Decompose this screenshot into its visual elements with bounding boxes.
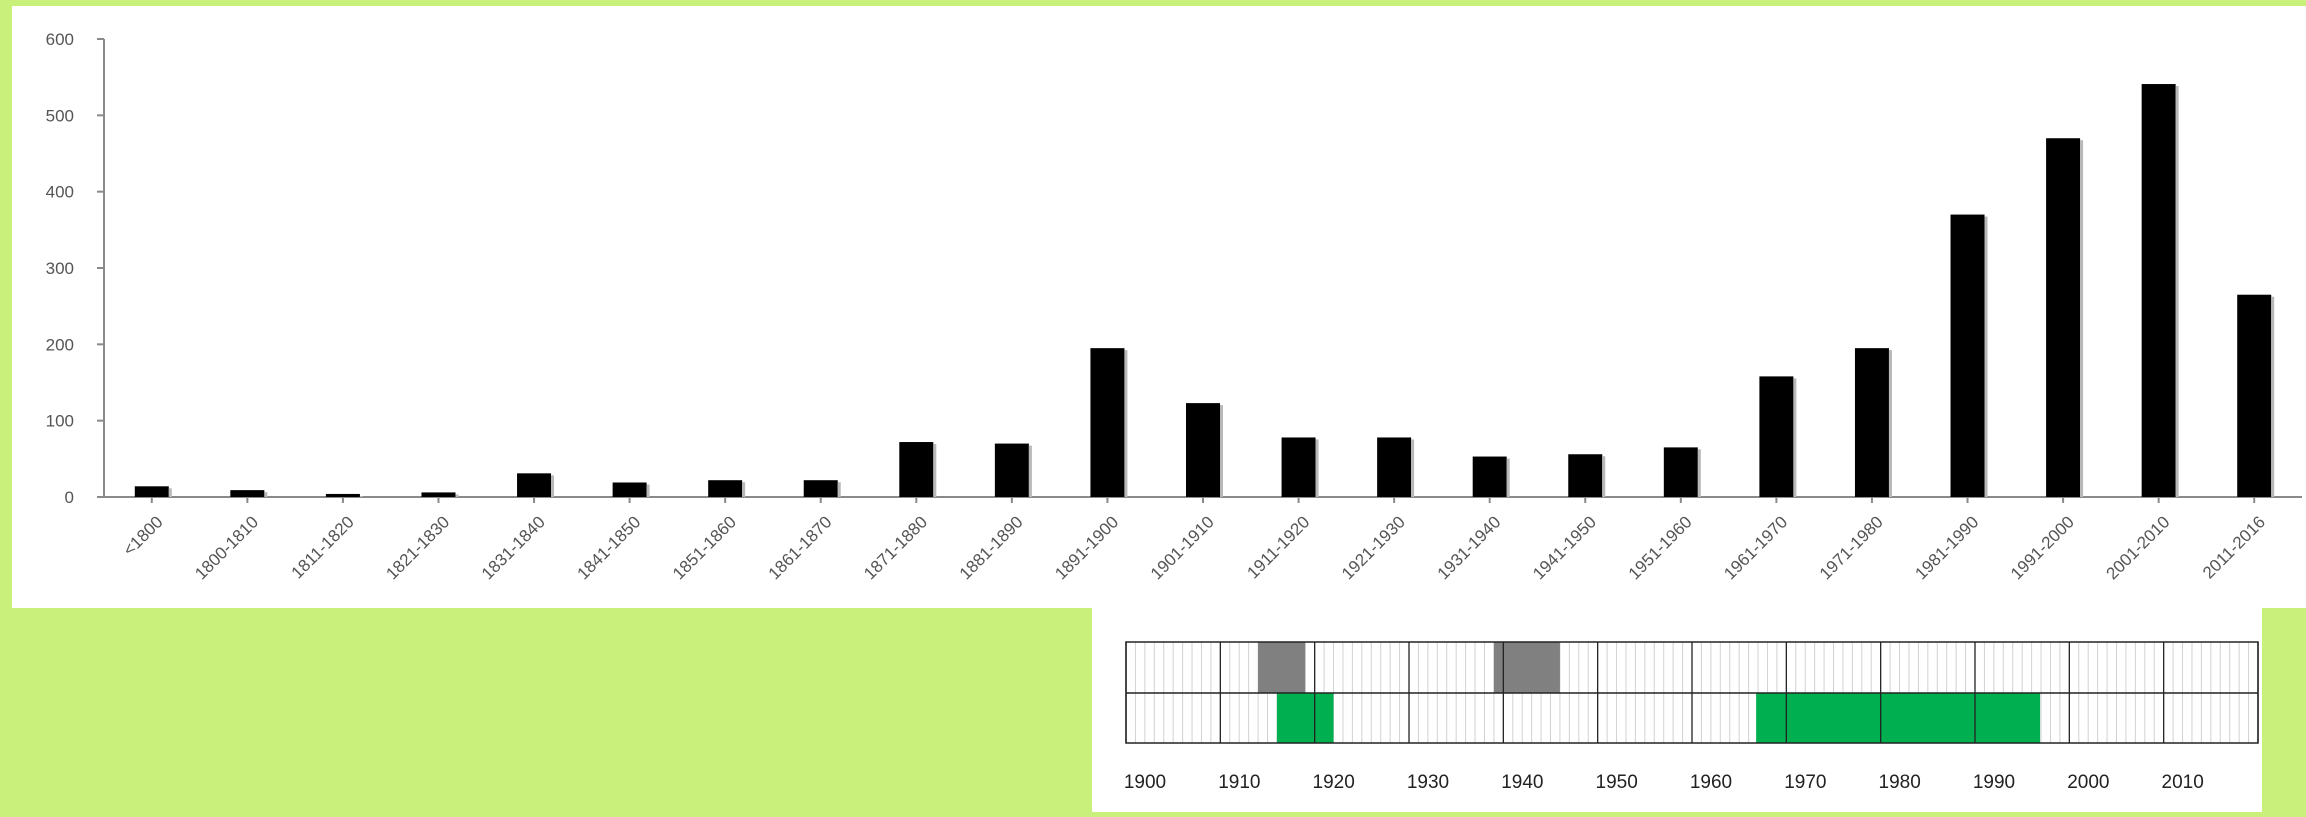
bar [1663, 447, 1698, 497]
x-tick-label: 2001-2010 [2103, 512, 2174, 583]
y-tick-label: 500 [46, 106, 74, 125]
x-tick-label: 1861-1870 [765, 512, 836, 583]
bar [1281, 437, 1316, 497]
y-tick-label: 600 [46, 30, 74, 49]
x-tick-label: 1961-1970 [1720, 512, 1791, 583]
x-tick-label: 1831-1840 [478, 512, 549, 583]
y-tick-label: 200 [46, 335, 74, 354]
x-tick-label: 2011-2016 [2199, 512, 2269, 582]
bar-shadow [1793, 378, 1797, 497]
timeline-tick-label: 1970 [1784, 772, 1826, 793]
x-tick-label: 1991-2000 [2007, 512, 2078, 583]
timeline-span [1276, 693, 1334, 743]
x-tick-label: 1931-1940 [1434, 512, 1505, 583]
bar-shadow [2080, 140, 2084, 497]
x-tick-label: 1971-1980 [1816, 512, 1887, 583]
x-tick-label: 1921-1930 [1338, 512, 1409, 583]
x-tick-label: 1951-1960 [1625, 512, 1696, 583]
bar [1568, 454, 1603, 497]
timeline-tick-label: 1980 [1879, 772, 1921, 793]
bar [230, 490, 265, 497]
bar [2141, 84, 2176, 497]
x-tick-label: 1941-1950 [1529, 512, 1600, 583]
bar [612, 482, 647, 497]
timeline-panel: 1900 1910 1920 1930 1940 1950 1960 1970 1980 1990… [1092, 608, 2262, 812]
bar-shadow [1984, 216, 1988, 498]
timeline-span [1756, 693, 2041, 743]
bar [2046, 138, 2081, 497]
bar [1377, 437, 1412, 497]
bar-shadow [1888, 350, 1892, 497]
bar-shadow [264, 492, 268, 497]
x-tick-label: 1821-1830 [382, 512, 453, 583]
bar-shadow [551, 475, 555, 497]
timeline-tick-label: 1920 [1313, 772, 1355, 793]
bar-shadow [168, 488, 172, 497]
bar [421, 492, 456, 497]
bar [1090, 348, 1125, 497]
y-tick-label: 300 [46, 259, 74, 278]
x-tick-label: 1981-1990 [1911, 512, 1982, 583]
timeline-tick-label: 1960 [1690, 772, 1732, 793]
timeline-span [1258, 642, 1306, 693]
bar [899, 442, 934, 497]
timeline-chart: 1900 1910 1920 1930 1940 1950 1960 1970 1980 1990… [1124, 641, 2259, 793]
bar-shadow [1697, 449, 1701, 497]
bar [1472, 456, 1507, 497]
bar [325, 493, 360, 497]
bar-shadow [1124, 350, 1128, 497]
bar-shadow [646, 484, 650, 497]
bar-shadow [1220, 405, 1223, 497]
bar [994, 443, 1029, 497]
bar [2237, 294, 2272, 497]
timeline-tick-label: 2000 [2067, 772, 2109, 793]
bar-shadow [455, 494, 459, 497]
bar [1854, 348, 1889, 497]
x-tick-label: 1881-1890 [956, 512, 1027, 583]
bar-chart-panel: 0 100 200 300 400 500 600 <1800 1800-1810 1811-18… [12, 6, 2306, 608]
timeline-tick-label: 2010 [2162, 772, 2204, 793]
x-tick-label: 1911-1920 [1243, 512, 1313, 582]
timeline-tick-label: 1990 [1973, 772, 2015, 793]
bar-chart: 0 100 200 300 400 500 600 <1800 1800-1810 1811-18… [46, 30, 2302, 583]
y-tick-label: 100 [46, 412, 74, 431]
bar [134, 486, 169, 497]
bar [1950, 214, 1985, 498]
timeline-tick-label: 1900 [1124, 772, 1166, 793]
x-tick-label: 1800-1810 [191, 512, 262, 583]
bar-shadow [742, 482, 746, 497]
y-tick-label: 0 [65, 488, 74, 507]
bar [708, 480, 743, 497]
bar-shadow [2271, 296, 2275, 497]
bar-shadow [1411, 439, 1415, 497]
timeline-span [1493, 642, 1560, 693]
timeline-tick-label: 1930 [1407, 772, 1449, 793]
bar-shadow [1506, 458, 1510, 497]
bar-shadow [1315, 439, 1319, 497]
bar [517, 473, 552, 497]
x-tick-label: 1811-1820 [288, 512, 358, 582]
x-tick-label: 1871-1880 [860, 512, 931, 583]
bar-shadow [1028, 445, 1032, 497]
timeline-tick-label: 1950 [1596, 772, 1638, 793]
bar [1186, 403, 1220, 497]
bar-shadow [933, 444, 937, 497]
x-tick-label: <1800 [119, 512, 166, 559]
x-tick-label: 1851-1860 [669, 512, 740, 583]
bar-shadow [837, 482, 841, 497]
bar-shadow [1602, 456, 1606, 497]
timeline-tick-label: 1940 [1501, 772, 1543, 793]
bar-shadow [359, 495, 363, 497]
timeline-tick-label: 1910 [1218, 772, 1260, 793]
x-tick-label: 1901-1910 [1147, 512, 1218, 583]
bar [1759, 376, 1794, 497]
y-tick-label: 400 [46, 183, 74, 202]
bar-shadow [2175, 86, 2179, 497]
bar [803, 480, 838, 497]
x-tick-label: 1891-1900 [1051, 512, 1122, 583]
x-tick-label: 1841-1850 [574, 512, 645, 583]
